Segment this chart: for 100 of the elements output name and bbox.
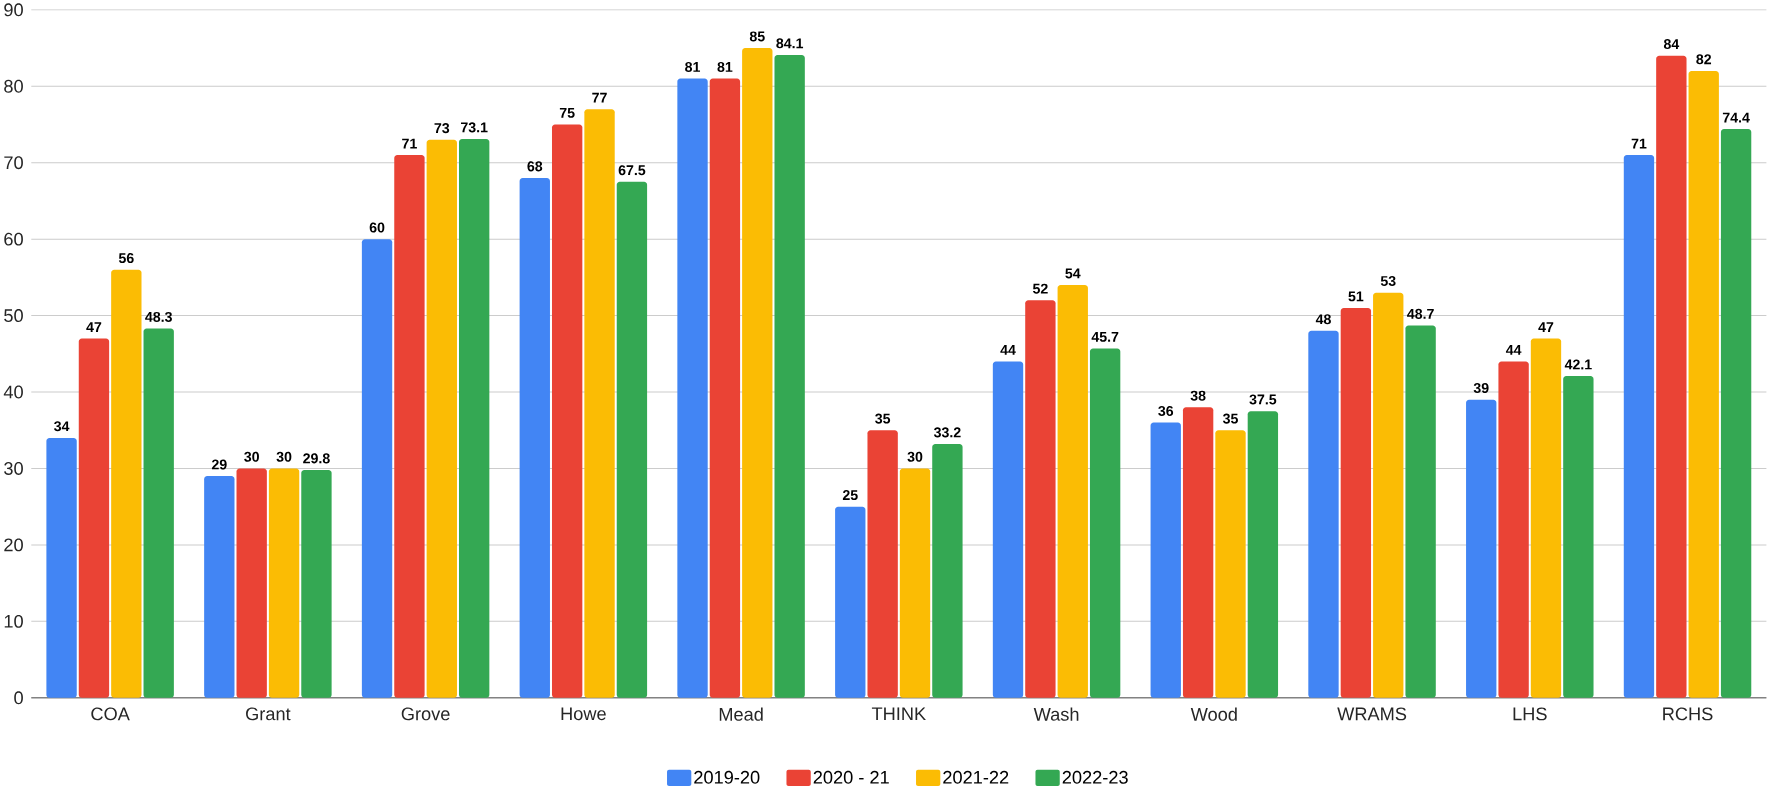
bar xyxy=(835,506,866,698)
bar xyxy=(584,109,615,698)
data-label: 51 xyxy=(1348,291,1364,302)
data-label: 48.7 xyxy=(1407,308,1434,319)
bar xyxy=(519,177,550,698)
data-label: 38 xyxy=(1190,390,1206,401)
data-label: 84 xyxy=(1663,38,1680,50)
data-label: 30 xyxy=(907,451,923,462)
bar xyxy=(709,78,741,698)
legend-label: 2022-23 xyxy=(1062,770,1128,784)
bar xyxy=(394,154,425,698)
data-label: 29.8 xyxy=(303,453,330,464)
bar xyxy=(1498,361,1529,698)
bar xyxy=(1057,284,1088,698)
data-label: 73.1 xyxy=(461,122,488,133)
bar xyxy=(111,269,142,698)
bar xyxy=(361,239,393,698)
bar xyxy=(1340,307,1372,698)
data-label: 84.1 xyxy=(776,38,804,49)
bar xyxy=(1182,407,1214,698)
x-tick-label: Howe xyxy=(561,707,606,721)
y-tick-label: 90 xyxy=(4,3,23,17)
data-label: 47 xyxy=(1538,322,1554,332)
data-label: 56 xyxy=(118,253,134,264)
data-label: 68 xyxy=(527,161,543,172)
data-label: 48.3 xyxy=(145,311,172,322)
bar xyxy=(932,443,963,698)
data-label: 81 xyxy=(717,61,733,72)
y-tick-label: 10 xyxy=(4,614,23,628)
y-tick-label: 80 xyxy=(4,79,23,93)
bar xyxy=(236,468,267,698)
data-label: 34 xyxy=(54,421,70,432)
x-tick-label: Wood xyxy=(1190,707,1237,721)
bar xyxy=(459,138,490,698)
bar xyxy=(774,54,805,698)
bar xyxy=(143,328,174,698)
y-tick-label: 40 xyxy=(3,385,23,399)
data-label: 74.4 xyxy=(1722,112,1750,123)
data-label: 85 xyxy=(749,31,765,42)
data-label: 44 xyxy=(1000,345,1016,355)
bar xyxy=(1373,292,1404,698)
data-label: 82 xyxy=(1696,54,1712,65)
y-tick-label: 20 xyxy=(4,538,23,552)
bar xyxy=(616,181,648,698)
y-tick-label: 60 xyxy=(4,232,23,246)
data-label: 52 xyxy=(1032,283,1048,294)
bar xyxy=(78,338,110,698)
data-label: 30 xyxy=(244,451,259,462)
data-label: 37.5 xyxy=(1249,394,1277,405)
bar xyxy=(742,47,773,698)
y-tick-label: 70 xyxy=(4,156,23,170)
data-label: 77 xyxy=(592,92,607,103)
bar xyxy=(268,468,300,698)
data-label: 29 xyxy=(211,459,227,470)
bar xyxy=(1623,154,1655,698)
legend-label: 2020 - 21 xyxy=(813,770,889,784)
data-label: 35 xyxy=(1222,413,1238,424)
data-label: 71 xyxy=(402,138,417,149)
data-label: 48 xyxy=(1315,314,1331,325)
data-label: 39 xyxy=(1473,382,1489,393)
bar xyxy=(1656,55,1687,698)
data-label: 71 xyxy=(1631,138,1647,149)
bar xyxy=(1215,430,1246,698)
data-label: 54 xyxy=(1065,268,1081,279)
y-tick-label: 50 xyxy=(4,309,23,322)
bar xyxy=(1089,348,1121,698)
bar xyxy=(426,139,457,698)
data-label: 35 xyxy=(875,413,891,424)
legend-label: 2021-22 xyxy=(943,770,1009,784)
x-tick-label: WRAMS xyxy=(1337,707,1407,721)
x-tick-label: Grove xyxy=(401,707,450,721)
y-tick-label: 30 xyxy=(4,461,23,475)
bar xyxy=(1563,375,1594,698)
data-label: 36 xyxy=(1158,405,1174,416)
x-tick-label: Grant xyxy=(246,707,291,721)
bar xyxy=(867,430,898,698)
x-tick-label: Wash xyxy=(1033,707,1079,721)
data-label: 67.5 xyxy=(618,165,646,176)
data-label: 81 xyxy=(685,61,701,72)
x-tick-label: COA xyxy=(91,707,130,721)
x-tick-label: THINK xyxy=(871,707,926,720)
bar xyxy=(1405,325,1436,698)
bar xyxy=(1530,338,1562,698)
data-label: 45.7 xyxy=(1091,331,1119,342)
bar xyxy=(992,361,1024,698)
data-label: 33.2 xyxy=(933,427,961,438)
bar xyxy=(1688,70,1719,698)
data-label: 30 xyxy=(276,451,292,462)
bar xyxy=(899,468,931,698)
bar xyxy=(1150,422,1181,698)
data-label: 60 xyxy=(369,222,385,233)
bar xyxy=(301,469,332,698)
data-label: 75 xyxy=(559,107,575,118)
data-label: 25 xyxy=(842,489,858,501)
bar xyxy=(46,437,77,698)
legend-label: 2019-20 xyxy=(694,770,760,784)
data-label: 44 xyxy=(1505,345,1522,355)
x-tick-label: RCHS xyxy=(1663,707,1713,721)
bar xyxy=(1308,330,1339,698)
data-label: 47 xyxy=(86,322,102,332)
